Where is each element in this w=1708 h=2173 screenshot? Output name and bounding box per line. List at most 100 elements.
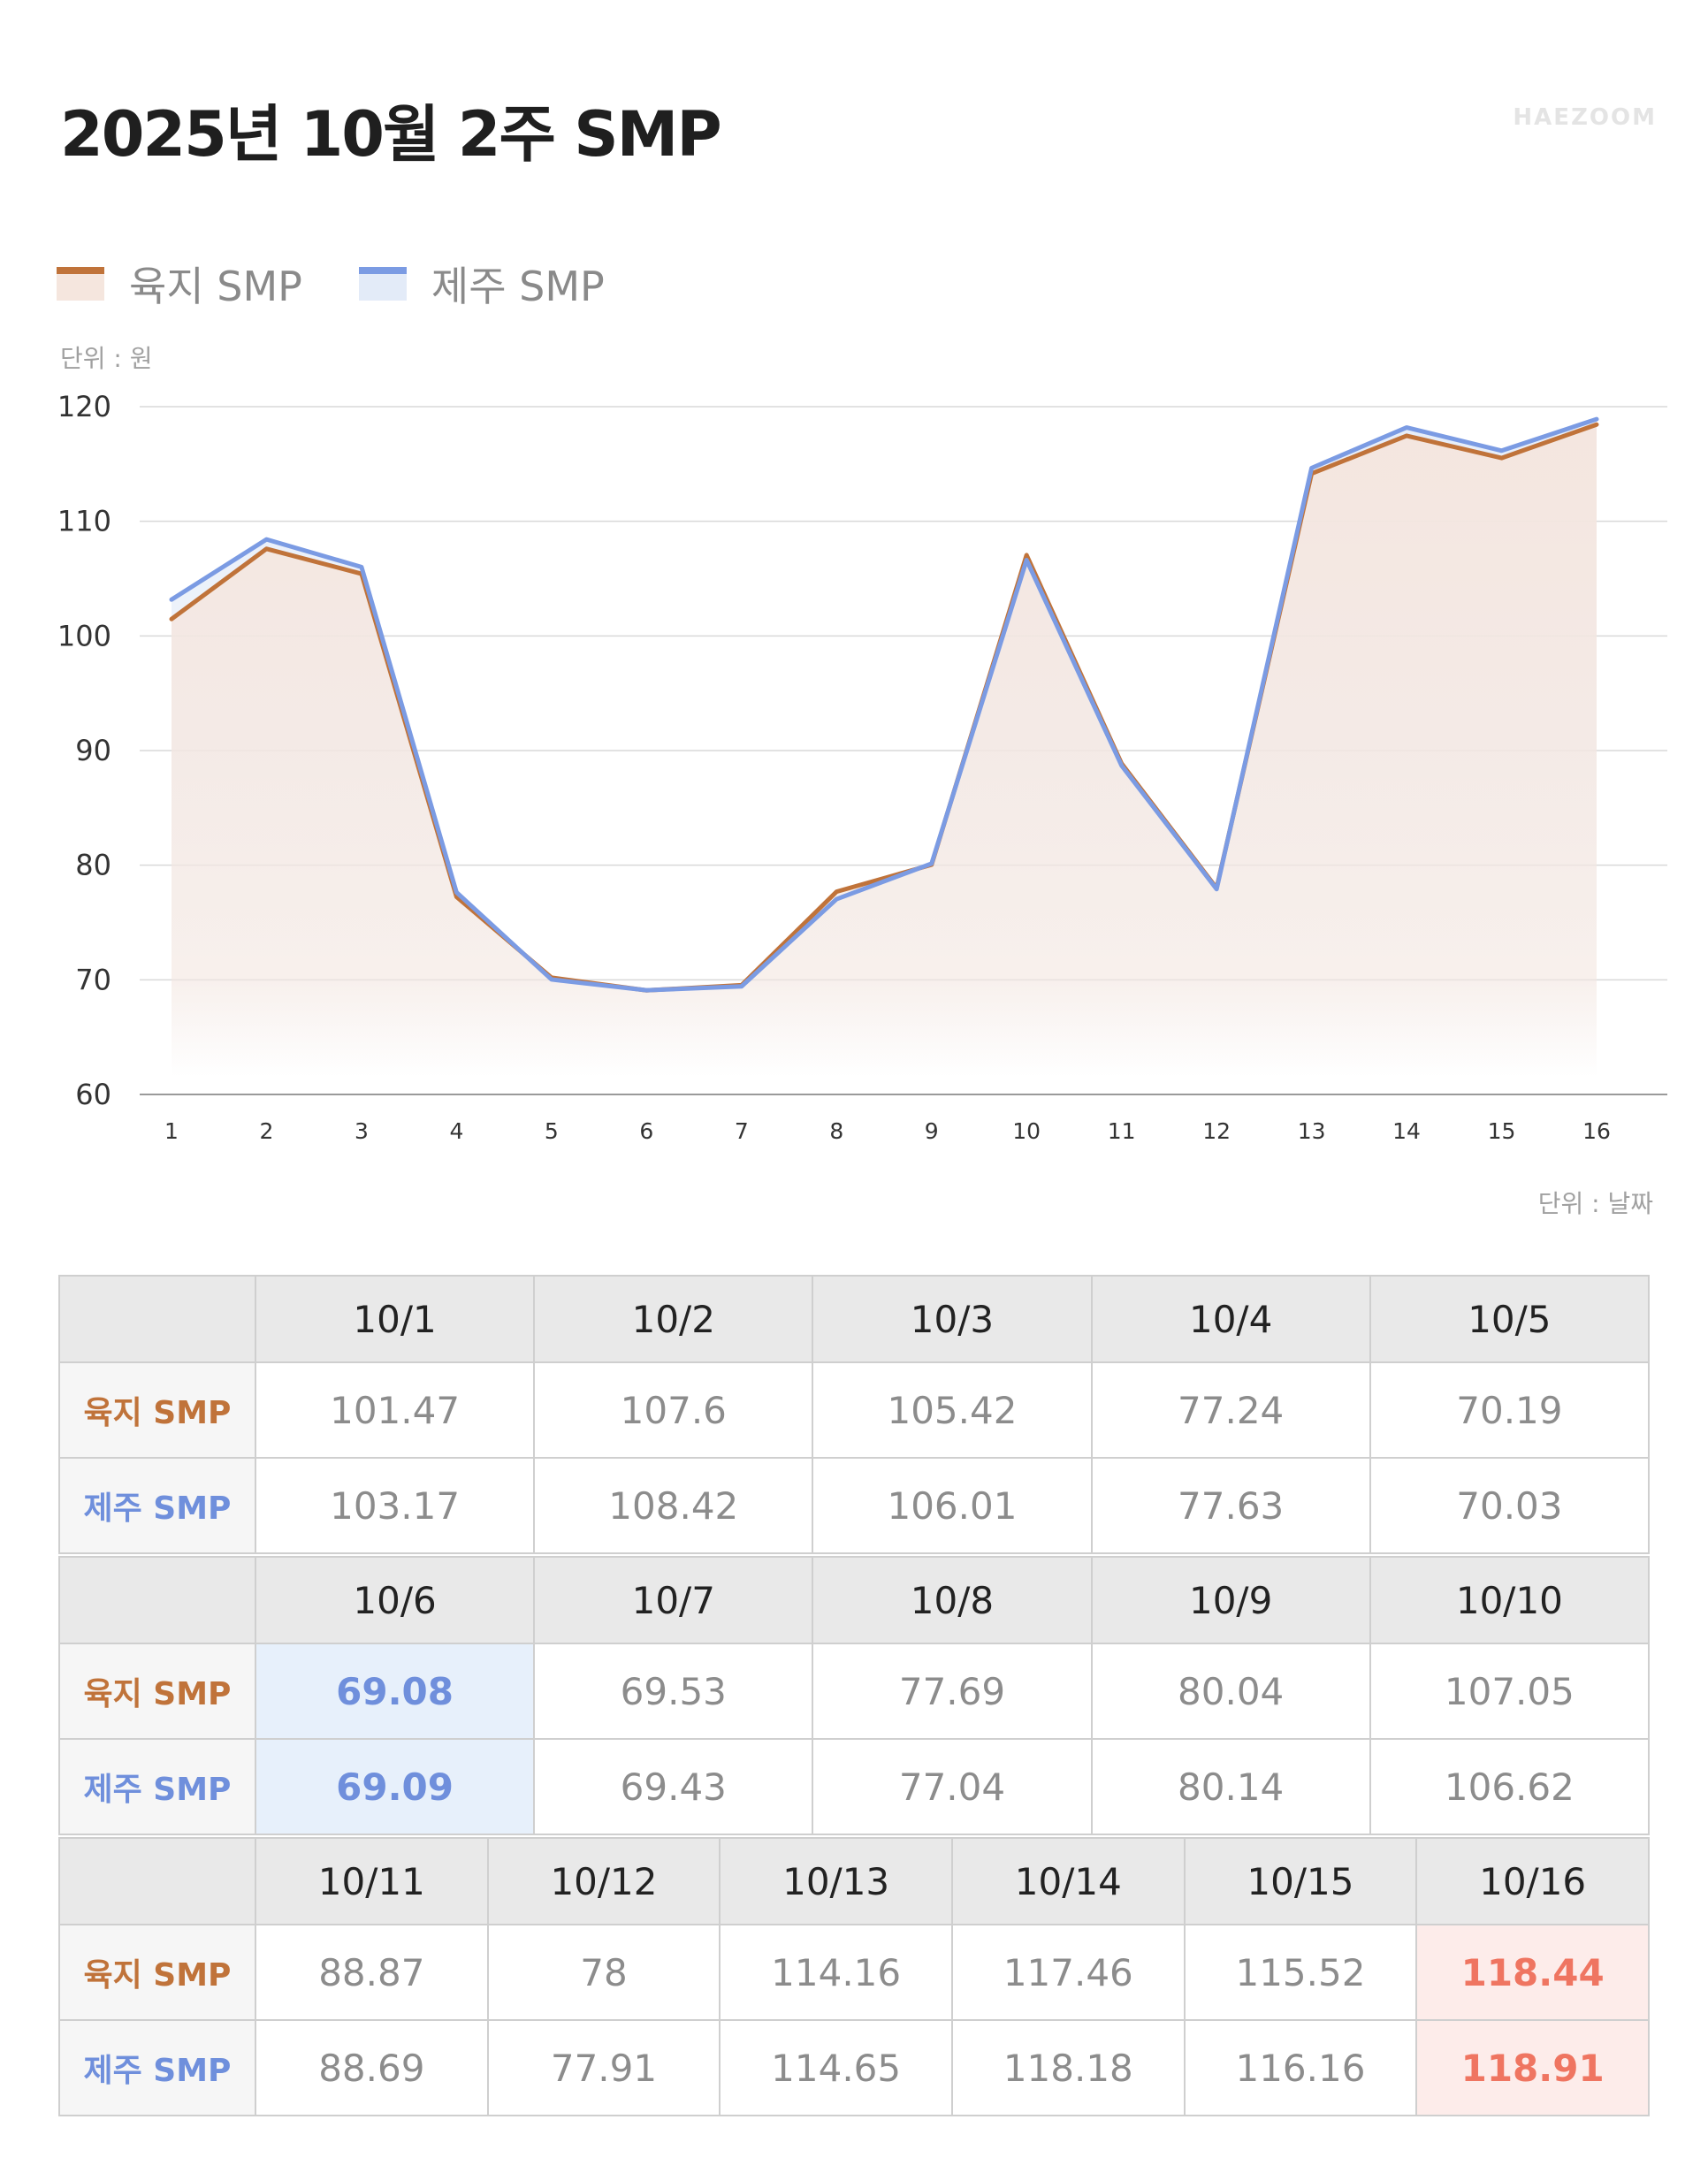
row-label-jeju: 제주 SMP xyxy=(58,1457,256,1554)
table-cell: 114.65 xyxy=(719,2019,953,2116)
x-tick-label: 14 xyxy=(1392,1118,1421,1144)
table-cell: 77.69 xyxy=(812,1643,1093,1740)
table-row-land: 육지 SMP 69.08 69.53 77.69 80.04 107.05 xyxy=(58,1643,1651,1740)
data-point-land xyxy=(263,546,269,552)
table-cell: 107.05 xyxy=(1369,1643,1651,1740)
data-point-jeju xyxy=(263,537,269,542)
date-header: 10/16 xyxy=(1415,1837,1650,1925)
table-header-row: 10/1 10/2 10/3 10/4 10/5 xyxy=(58,1275,1651,1363)
legend-swatch-land xyxy=(57,267,104,301)
data-point-jeju xyxy=(549,977,554,982)
x-tick-label: 5 xyxy=(545,1118,559,1144)
x-tick-label: 13 xyxy=(1298,1118,1326,1144)
date-header: 10/5 xyxy=(1369,1275,1651,1363)
date-header: 10/3 xyxy=(812,1275,1093,1363)
data-point-jeju xyxy=(1404,425,1409,431)
max-value-cell: 118.91 xyxy=(1415,2019,1650,2116)
x-tick-label: 9 xyxy=(925,1118,939,1144)
chart-legend: 육지 SMP 제주 SMP xyxy=(57,255,661,313)
x-unit-label: 단위 : 날짜 xyxy=(1537,1189,1653,1218)
legend-swatch-jeju xyxy=(358,267,407,301)
data-point-jeju xyxy=(1119,763,1125,768)
row-label-land: 육지 SMP xyxy=(58,1643,256,1740)
data-point-jeju xyxy=(1309,465,1315,470)
row-label-land: 육지 SMP xyxy=(58,1361,256,1459)
x-tick-label: 2 xyxy=(260,1118,274,1144)
smp-table-week-3: 10/11 10/12 10/13 10/14 10/15 10/16 육지 S… xyxy=(58,1837,1650,2116)
y-tick-label: 120 xyxy=(57,390,111,423)
table-cell: 116.16 xyxy=(1183,2019,1418,2116)
date-header: 10/6 xyxy=(254,1556,536,1644)
table-corner-cell xyxy=(58,1556,256,1644)
date-header: 10/1 xyxy=(254,1275,536,1363)
date-header: 10/12 xyxy=(486,1837,721,1925)
table-row-land: 육지 SMP 101.47 107.6 105.42 77.24 70.19 xyxy=(58,1361,1651,1459)
data-point-land xyxy=(169,616,174,621)
legend-item-land: 육지 SMP xyxy=(57,255,302,313)
y-tick-label: 70 xyxy=(75,963,111,996)
y-unit-label: 단위 : 원 xyxy=(60,344,153,373)
data-point-land xyxy=(1594,422,1599,427)
data-point-jeju xyxy=(1214,887,1219,892)
table-row-jeju: 제주 SMP 69.09 69.43 77.04 80.14 106.62 xyxy=(58,1738,1651,1835)
x-tick-label: 12 xyxy=(1202,1118,1231,1144)
table-cell: 106.62 xyxy=(1369,1738,1651,1835)
table-cell: 77.63 xyxy=(1090,1457,1371,1554)
table-cell: 107.6 xyxy=(533,1361,814,1459)
x-tick-label: 4 xyxy=(449,1118,463,1144)
row-label-land: 육지 SMP xyxy=(58,1924,256,2021)
data-point-land xyxy=(1499,455,1505,461)
table-cell: 103.17 xyxy=(254,1457,536,1554)
legend-item-jeju: 제주 SMP xyxy=(358,255,605,313)
table-row-land: 육지 SMP 88.87 78 114.16 117.46 115.52 118… xyxy=(58,1924,1650,2021)
table-cell: 114.16 xyxy=(719,1924,953,2021)
date-header: 10/9 xyxy=(1090,1556,1371,1644)
table-cell: 70.19 xyxy=(1369,1361,1651,1459)
y-tick-label: 110 xyxy=(57,505,111,538)
table-cell: 117.46 xyxy=(950,1924,1186,2021)
x-axis: 1 2 3 4 5 6 7 8 9 10 11 12 13 14 15 16 xyxy=(164,1118,1611,1144)
area-fill-land xyxy=(172,424,1597,1077)
data-point-jeju xyxy=(834,896,839,902)
table-cell: 115.52 xyxy=(1183,1924,1418,2021)
date-header: 10/11 xyxy=(255,1837,489,1925)
data-point-land xyxy=(834,889,839,895)
table-cell: 80.14 xyxy=(1090,1738,1371,1835)
date-header: 10/2 xyxy=(533,1275,814,1363)
date-header: 10/15 xyxy=(1183,1837,1418,1925)
data-point-jeju xyxy=(644,987,649,993)
x-tick-label: 7 xyxy=(735,1118,749,1144)
table-cell: 101.47 xyxy=(254,1361,536,1459)
row-label-jeju: 제주 SMP xyxy=(58,1738,256,1835)
date-header: 10/7 xyxy=(533,1556,814,1644)
data-point-jeju xyxy=(1499,448,1505,454)
x-tick-label: 10 xyxy=(1012,1118,1041,1144)
data-point-land xyxy=(1024,553,1029,558)
table-cell: 69.43 xyxy=(533,1738,814,1835)
table-cell: 70.03 xyxy=(1369,1457,1651,1554)
table-header-row: 10/11 10/12 10/13 10/14 10/15 10/16 xyxy=(58,1837,1650,1925)
data-point-jeju xyxy=(1024,557,1029,562)
table-cell: 69.53 xyxy=(533,1643,814,1740)
max-value-cell: 118.44 xyxy=(1415,1924,1650,2021)
data-point-jeju xyxy=(739,984,744,989)
y-tick-label: 100 xyxy=(57,619,111,652)
series-lines xyxy=(169,416,1599,993)
table-corner-cell xyxy=(58,1837,256,1925)
legend-label-land: 육지 SMP xyxy=(129,263,302,310)
data-point-jeju xyxy=(1594,416,1599,422)
x-tick-label: 15 xyxy=(1488,1118,1516,1144)
x-tick-label: 6 xyxy=(639,1118,653,1144)
table-cell: 108.42 xyxy=(533,1457,814,1554)
x-tick-label: 16 xyxy=(1582,1118,1611,1144)
table-cell: 78 xyxy=(486,1924,721,2021)
date-header: 10/8 xyxy=(812,1556,1093,1644)
page-title: 2025년 10월 2주 SMP xyxy=(60,98,722,171)
table-cell: 106.01 xyxy=(812,1457,1093,1554)
x-tick-label: 1 xyxy=(164,1118,179,1144)
date-header: 10/10 xyxy=(1369,1556,1651,1644)
brand-logo: HAEZOOM xyxy=(1513,104,1657,131)
table-cell: 77.24 xyxy=(1090,1361,1371,1459)
legend-label-jeju: 제주 SMP xyxy=(431,263,605,310)
